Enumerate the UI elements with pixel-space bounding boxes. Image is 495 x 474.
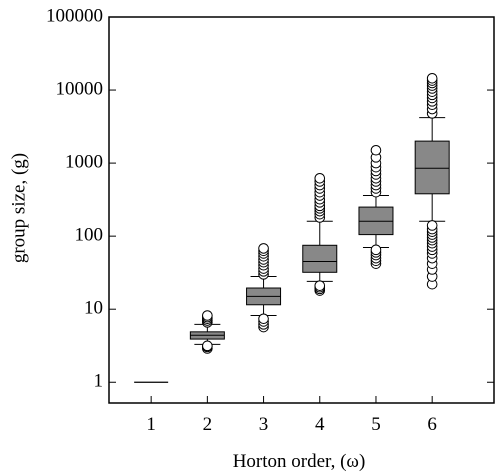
plot-marks [134,72,450,383]
x-tick-label: 5 [371,414,381,435]
box-order-2 [189,310,225,354]
y-tick-label: 10000 [56,78,104,99]
x-axis-ticks: 1 2 3 4 5 6 [146,396,437,435]
outlier-point [258,313,269,325]
x-tick-label: 3 [259,414,269,435]
y-tick-label: 100 [75,225,104,246]
x-axis-label: Horton order, (ω) [233,451,366,472]
y-axis-label: group size, (g) [8,153,29,263]
outlier-point [258,243,269,254]
outlier-point [314,280,326,291]
y-tick-label: 1000 [65,151,103,172]
box [302,244,338,273]
outlier-point [370,244,382,256]
box-order-6 [414,72,450,290]
outlier-point [314,172,326,184]
box-order-4 [302,172,338,296]
box-order-3 [246,243,282,333]
x-tick-label: 2 [203,414,213,435]
y-axis-label-group: group size, (g) [8,153,29,263]
x-tick-label: 1 [146,414,156,435]
y-tick-label: 1 [94,371,104,392]
outlier-point [370,144,382,156]
outlier-point [202,310,213,321]
outlier-point [426,220,438,231]
outlier-point [202,340,213,352]
box-order-5 [358,144,394,269]
box [414,140,450,195]
y-axis-ticks: 1 10 100 1000 10000 100000 [46,5,494,392]
plot-frame [108,16,495,404]
outlier-point [426,72,438,84]
x-tick-label: 4 [315,414,325,435]
y-tick-label: 10 [84,298,103,319]
x-tick-label: 6 [427,414,437,435]
y-tick-label: 100000 [46,5,103,26]
